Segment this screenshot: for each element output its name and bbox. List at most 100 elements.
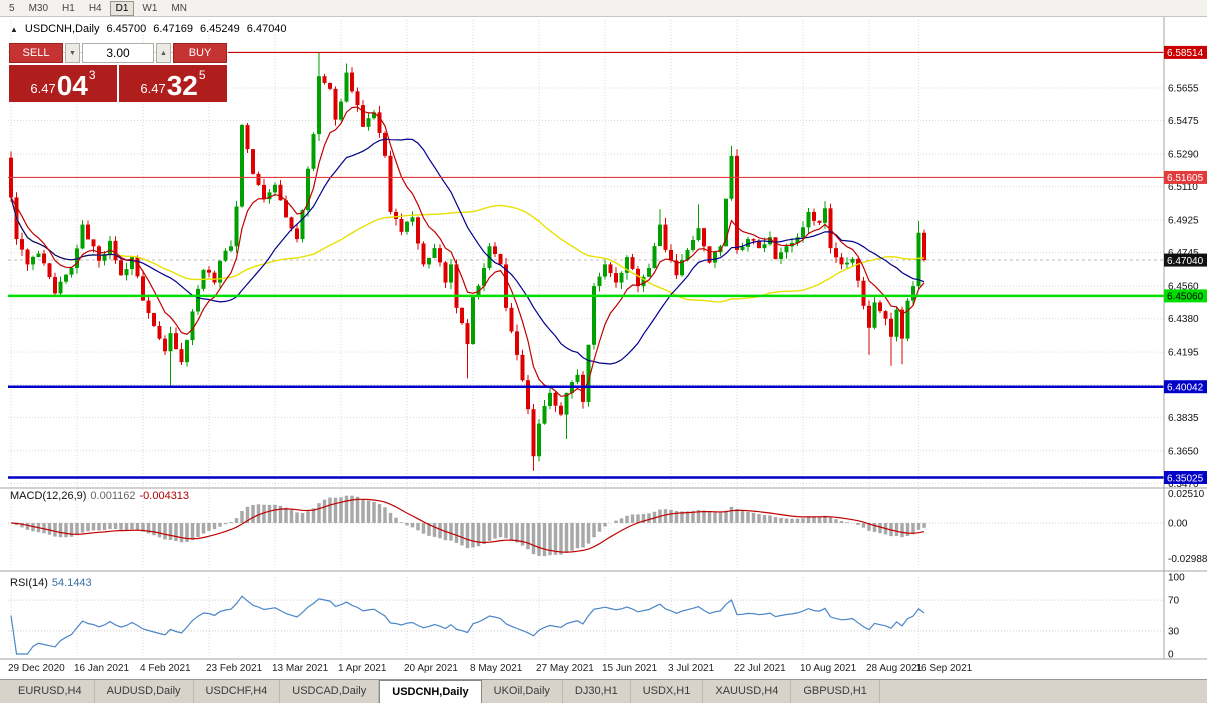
resistance-line-lower-label	[1164, 170, 1207, 184]
svg-text:6.47040: 6.47040	[1167, 256, 1204, 267]
bid-price[interactable]: 6.47 04 3	[9, 65, 117, 102]
ohlc-high: 6.47169	[153, 23, 194, 35]
svg-text:16 Sep 2021: 16 Sep 2021	[916, 663, 973, 674]
price-axis[interactable]: 6.56556.54756.52906.51106.49256.47456.45…	[1168, 83, 1207, 660]
ma-fast-line	[10, 106, 925, 397]
chart-tab-eurusd-h4[interactable]: EURUSD,H4	[6, 680, 95, 703]
timeframe-button-d1[interactable]: D1	[109, 0, 135, 16]
chart-grid	[8, 20, 1164, 654]
timeframe-button-h1[interactable]: H1	[56, 1, 81, 16]
svg-text:13 Mar 2021: 13 Mar 2021	[272, 663, 329, 674]
svg-text:23 Feb 2021: 23 Feb 2021	[206, 663, 263, 674]
support-line-blue-lower-label	[1164, 470, 1207, 484]
svg-text:6.5290: 6.5290	[1168, 150, 1199, 161]
rsi-line	[10, 595, 925, 655]
rsi-indicator-label: RSI(14) 54.1443	[10, 577, 92, 589]
svg-text:4 Feb 2021: 4 Feb 2021	[140, 663, 191, 674]
svg-text:70: 70	[1168, 596, 1180, 607]
bid-pips: 04	[56, 70, 88, 101]
macd-indicator-label: MACD(12,26,9) 0.001162 -0.004313	[10, 490, 189, 502]
ohlc-open: 6.45700	[106, 23, 147, 35]
sell-button[interactable]: SELL	[9, 43, 63, 63]
chart-tab-usdcnh-daily[interactable]: USDCNH,Daily	[379, 680, 482, 703]
svg-text:0.02510: 0.02510	[1168, 489, 1205, 500]
timeframe-button-h4[interactable]: H4	[83, 1, 108, 16]
ask-point: 5	[198, 68, 206, 82]
svg-text:0: 0	[1168, 650, 1174, 661]
bid-point: 3	[88, 68, 96, 82]
chart-tab-xauusd-h4[interactable]: XAUUSD,H4	[703, 680, 792, 703]
chart-canvas[interactable]: 6.56556.54756.52906.51106.49256.47456.45…	[0, 0, 1207, 679]
chart-tab-bar: EURUSD,H4 AUDUSD,Daily USDCHF,H4 USDCAD,Dai…	[0, 679, 1207, 703]
timeframe-button-w1[interactable]: W1	[136, 1, 163, 16]
timeframe-button-m30[interactable]: M30	[23, 1, 54, 16]
svg-text:1 Apr 2021: 1 Apr 2021	[338, 663, 387, 674]
chart-header: ▲ USDCNH,Daily 6.45700 6.47169 6.45249 6…	[10, 23, 287, 35]
timeframe-button-5[interactable]: 5	[3, 1, 21, 16]
price-line-labels: 6.58514 6.51605 6.45060 6.40042 6.35025 6.470…	[1164, 45, 1207, 484]
svg-text:6.4925: 6.4925	[1168, 216, 1199, 227]
pane-separators[interactable]	[0, 487, 1207, 660]
svg-text:16 Jan 2021: 16 Jan 2021	[74, 663, 129, 674]
svg-text:6.4195: 6.4195	[1168, 348, 1199, 359]
macd-signal-line	[10, 498, 925, 553]
chart-tab-usdx-h1[interactable]: USDX,H1	[631, 680, 704, 703]
volume-input[interactable]: 3.00	[82, 43, 154, 63]
svg-text:6.40042: 6.40042	[1167, 383, 1204, 394]
chart-tab-usdcad-daily[interactable]: USDCAD,Daily	[280, 680, 380, 703]
svg-text:15 Jun 2021: 15 Jun 2021	[602, 663, 657, 674]
trade-controls-row: SELL ▼ 3.00 ▲ BUY	[9, 43, 227, 63]
bid-base: 6.47	[30, 81, 56, 96]
collapse-icon[interactable]: ▲	[10, 24, 18, 34]
rsi-name: RSI(14)	[10, 577, 48, 589]
one-click-trading-panel: SELL ▼ 3.00 ▲ BUY 6.47 04 3 6.47 32 5	[8, 42, 228, 103]
svg-text:28 Aug 2021: 28 Aug 2021	[866, 663, 923, 674]
chart-tab-audusd-daily[interactable]: AUDUSD,Daily	[95, 680, 194, 703]
rsi-value: 54.1443	[51, 577, 92, 589]
chart-tab-ukoil-daily[interactable]: UKOil,Daily	[482, 680, 563, 703]
ma-medium-line	[10, 138, 925, 365]
svg-text:6.5110: 6.5110	[1168, 182, 1198, 193]
ask-price[interactable]: 6.47 32 5	[119, 65, 227, 102]
svg-text:6.3835: 6.3835	[1168, 413, 1199, 424]
svg-text:6.45060: 6.45060	[1167, 292, 1204, 303]
svg-text:3 Jul 2021: 3 Jul 2021	[668, 663, 715, 674]
support-line-blue-upper-label	[1164, 380, 1207, 394]
svg-text:6.51605: 6.51605	[1167, 173, 1204, 184]
macd-main-value: 0.001162	[90, 490, 136, 502]
svg-text:20 Apr 2021: 20 Apr 2021	[404, 663, 458, 674]
volume-increase-button[interactable]: ▲	[156, 43, 171, 63]
timeframe-toolbar: 5 M30 H1 H4 D1 W1 MN	[0, 0, 1207, 17]
ma-slow-line	[10, 197, 925, 303]
svg-text:6.3470: 6.3470	[1168, 479, 1199, 490]
ohlc-low: 6.45249	[200, 23, 240, 35]
svg-text:6.4560: 6.4560	[1168, 282, 1199, 293]
chart-tab-usdchf-h4[interactable]: USDCHF,H4	[194, 680, 281, 703]
svg-text:6.4380: 6.4380	[1168, 314, 1199, 325]
svg-text:6.3650: 6.3650	[1168, 446, 1199, 457]
chart-symbol-label: USDCNH,Daily	[24, 23, 100, 35]
volume-decrease-button[interactable]: ▼	[65, 43, 80, 63]
svg-text:0.00: 0.00	[1168, 519, 1188, 530]
ohlc-close: 6.47040	[246, 23, 287, 35]
svg-text:-0.02988: -0.02988	[1168, 554, 1207, 565]
resistance-line-upper-label	[1164, 45, 1207, 59]
buy-button[interactable]: BUY	[173, 43, 227, 63]
support-line-green-label	[1164, 289, 1207, 303]
time-axis[interactable]: 29 Dec 2020 16 Jan 2021 4 Feb 2021 23 Feb 2…	[8, 663, 973, 674]
svg-text:100: 100	[1168, 573, 1185, 584]
chart-tab-dj30-h1[interactable]: DJ30,H1	[563, 680, 631, 703]
svg-text:8 May 2021: 8 May 2021	[470, 663, 523, 674]
svg-text:6.5655: 6.5655	[1168, 83, 1199, 94]
timeframe-button-mn[interactable]: MN	[165, 1, 193, 16]
svg-text:22 Jul 2021: 22 Jul 2021	[734, 663, 786, 674]
bid-ask-row: 6.47 04 3 6.47 32 5	[9, 65, 227, 102]
ask-base: 6.47	[140, 81, 166, 96]
macd-name: MACD(12,26,9)	[10, 490, 87, 502]
svg-text:27 May 2021: 27 May 2021	[536, 663, 594, 674]
current-price-label	[1164, 253, 1207, 267]
ask-pips: 32	[166, 70, 198, 101]
chart-tab-gbpusd-h1[interactable]: GBPUSD,H1	[791, 680, 880, 703]
svg-text:10 Aug 2021: 10 Aug 2021	[800, 663, 857, 674]
